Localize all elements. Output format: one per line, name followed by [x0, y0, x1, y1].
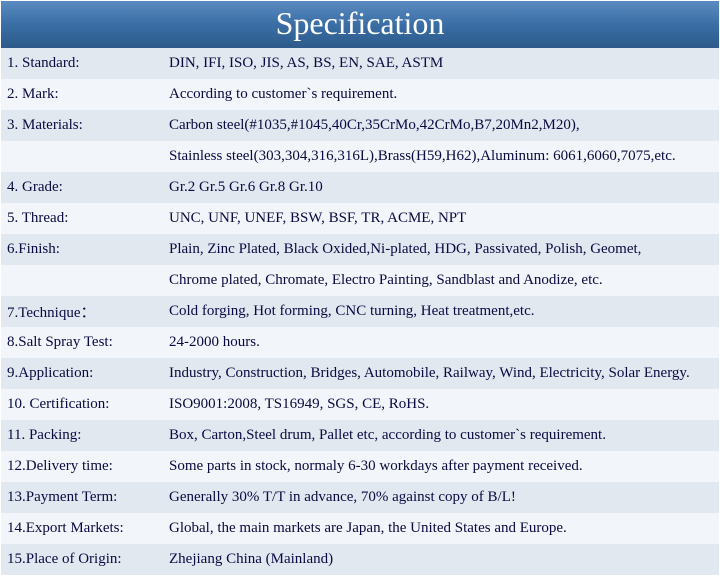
table-row: Chrome plated, Chromate, Electro Paintin…	[1, 265, 719, 296]
row-value: Some parts in stock, normaly 6-30 workda…	[163, 451, 719, 482]
table-row: 6.Finish:Plain, Zinc Plated, Black Oxide…	[1, 234, 719, 265]
row-value: UNC, UNF, UNEF, BSW, BSF, TR, ACME, NPT	[163, 203, 719, 234]
table-row: 5. Thread: UNC, UNF, UNEF, BSW, BSF, TR,…	[1, 203, 719, 234]
row-value: Box, Carton,Steel drum, Pallet etc, acco…	[163, 420, 719, 451]
table-row: 1. Standard:DIN, IFI, ISO, JIS, AS, BS, …	[1, 48, 719, 79]
row-label: 4. Grade:	[1, 172, 163, 203]
row-value: Generally 30% T/T in advance, 70% agains…	[163, 482, 719, 513]
row-label: 13.Payment Term:	[1, 482, 163, 513]
table-row: 11. Packing:Box, Carton,Steel drum, Pall…	[1, 420, 719, 451]
table-row: 2. Mark: According to customer`s require…	[1, 79, 719, 110]
spec-container: Specification 1. Standard:DIN, IFI, ISO,…	[0, 0, 720, 576]
table-row: 9.Application:Industry, Construction, Br…	[1, 358, 719, 389]
row-label: 5. Thread:	[1, 203, 163, 234]
row-value: ISO9001:2008, TS16949, SGS, CE, RoHS.	[163, 389, 719, 420]
row-value: Zhejiang China (Mainland)	[163, 544, 719, 575]
row-value: 24-2000 hours.	[163, 327, 719, 358]
table-row: 8.Salt Spray Test: 24-2000 hours.	[1, 327, 719, 358]
row-label: 7.Technique：	[1, 296, 163, 327]
table-row: 3. Materials:Carbon steel(#1035,#1045,40…	[1, 110, 719, 141]
table-row: 15.Place of Origin:Zhejiang China (Mainl…	[1, 544, 719, 575]
row-value: Cold forging, Hot forming, CNC turning, …	[163, 296, 719, 327]
table-row: 13.Payment Term:Generally 30% T/T in adv…	[1, 482, 719, 513]
table-row: 14.Export Markets:Global, the main marke…	[1, 513, 719, 544]
table-row: Stainless steel(303,304,316,316L),Brass(…	[1, 141, 719, 172]
row-value: Plain, Zinc Plated, Black Oxided,Ni-plat…	[163, 234, 719, 265]
row-value: Gr.2 Gr.5 Gr.6 Gr.8 Gr.10	[163, 172, 719, 203]
table-row: 4. Grade:Gr.2 Gr.5 Gr.6 Gr.8 Gr.10	[1, 172, 719, 203]
row-value: Global, the main markets are Japan, the …	[163, 513, 719, 544]
title-bar: Specification	[1, 1, 719, 48]
row-value: Stainless steel(303,304,316,316L),Brass(…	[163, 141, 719, 172]
row-label: 9.Application:	[1, 358, 163, 389]
spec-table: 1. Standard:DIN, IFI, ISO, JIS, AS, BS, …	[1, 48, 719, 575]
row-label	[1, 141, 163, 172]
row-value: According to customer`s requirement.	[163, 79, 719, 110]
row-value: Industry, Construction, Bridges, Automob…	[163, 358, 719, 389]
row-label: 15.Place of Origin:	[1, 544, 163, 575]
table-row: 12.Delivery time: Some parts in stock, n…	[1, 451, 719, 482]
row-label: 2. Mark:	[1, 79, 163, 110]
row-label: 8.Salt Spray Test:	[1, 327, 163, 358]
row-label: 12.Delivery time:	[1, 451, 163, 482]
table-row: 10. Certification:ISO9001:2008, TS16949,…	[1, 389, 719, 420]
title-text: Specification	[276, 5, 445, 41]
table-row: 7.Technique：Cold forging, Hot forming, C…	[1, 296, 719, 327]
row-label: 6.Finish:	[1, 234, 163, 265]
row-value: Chrome plated, Chromate, Electro Paintin…	[163, 265, 719, 296]
row-label: 14.Export Markets:	[1, 513, 163, 544]
row-value: DIN, IFI, ISO, JIS, AS, BS, EN, SAE, AST…	[163, 48, 719, 79]
row-value: Carbon steel(#1035,#1045,40Cr,35CrMo,42C…	[163, 110, 719, 141]
row-label: 3. Materials:	[1, 110, 163, 141]
row-label: 11. Packing:	[1, 420, 163, 451]
row-label: 1. Standard:	[1, 48, 163, 79]
row-label	[1, 265, 163, 296]
row-label: 10. Certification:	[1, 389, 163, 420]
